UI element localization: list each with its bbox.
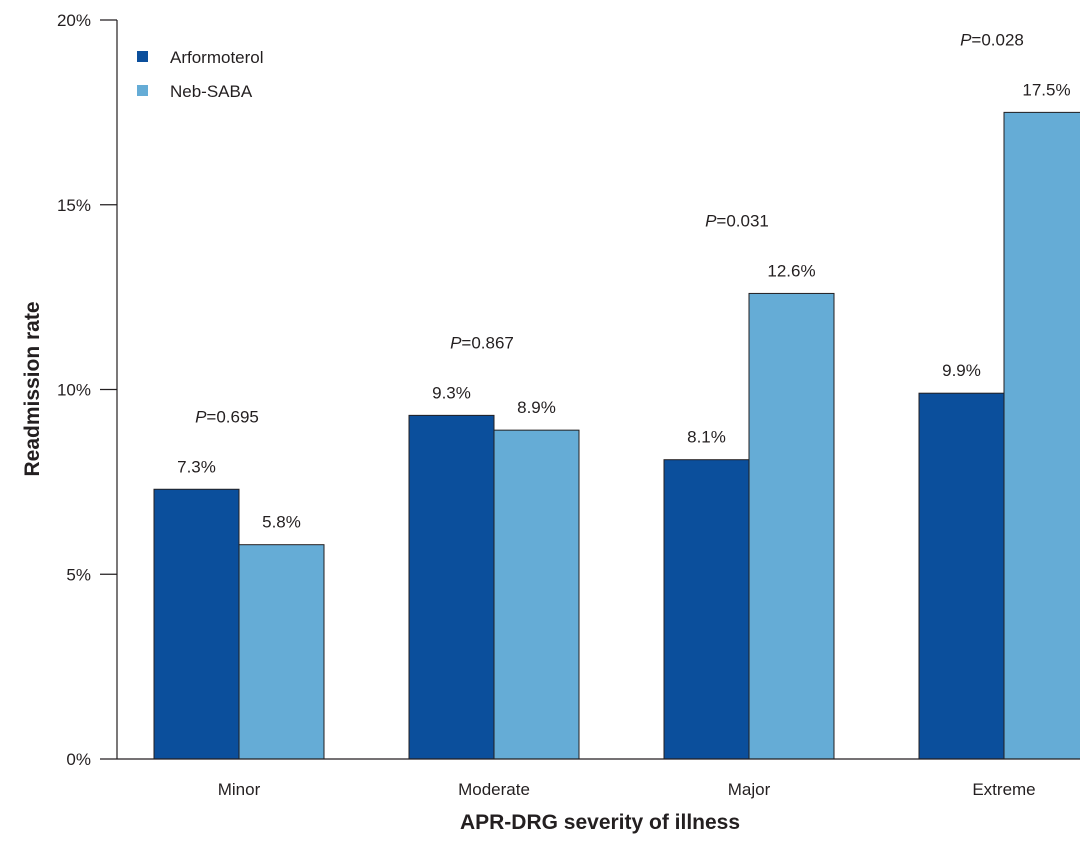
bars xyxy=(153,111,1080,760)
legend-swatch-arformoterol xyxy=(137,51,148,62)
legend-label-arformoterol: Arformoterol xyxy=(170,48,264,67)
value-labels: 7.3% 5.8% 9.3% 8.9% 8.1% 12.6% 9.9% 17.5% xyxy=(177,80,1070,531)
legend: Arformoterol Neb-SABA xyxy=(137,48,264,101)
p-value-label: P=0.867 xyxy=(450,333,514,352)
bar-arformoterol-major xyxy=(663,459,750,760)
value-label: 9.3% xyxy=(432,383,471,402)
y-tick-label: 10% xyxy=(57,381,91,400)
value-label: 17.5% xyxy=(1022,80,1070,99)
bar-arformoterol-moderate xyxy=(408,414,495,760)
bar-neb-saba-minor xyxy=(238,544,325,760)
value-label: 8.9% xyxy=(517,398,556,417)
y-tick-label: 0% xyxy=(66,750,91,769)
x-tick-label: Minor xyxy=(218,780,261,799)
y-tick-label: 5% xyxy=(66,565,91,584)
bar-neb-saba-moderate xyxy=(493,429,580,760)
legend-swatch-neb-saba xyxy=(137,85,148,96)
legend-label-neb-saba: Neb-SABA xyxy=(170,82,253,101)
p-value-label: P=0.028 xyxy=(960,30,1024,49)
value-label: 12.6% xyxy=(767,261,815,280)
x-axis: Minor Moderate Major Extreme xyxy=(117,758,1080,799)
value-label: 9.9% xyxy=(942,361,981,380)
x-tick-label: Moderate xyxy=(458,780,530,799)
p-value-label: P=0.695 xyxy=(195,407,259,426)
value-label: 8.1% xyxy=(687,428,726,447)
y-axis: 0% 5% 10% 15% 20% xyxy=(57,11,118,769)
x-tick-label: Extreme xyxy=(972,780,1035,799)
y-axis-title: Readmission rate xyxy=(21,301,44,476)
bar-neb-saba-major xyxy=(748,292,835,760)
value-label: 7.3% xyxy=(177,457,216,476)
y-tick-label: 15% xyxy=(57,196,91,215)
x-axis-title: APR-DRG severity of illness xyxy=(460,811,740,834)
p-value-labels: P=0.695 P=0.867 P=0.031 P=0.028 xyxy=(195,30,1024,426)
bar-neb-saba-extreme xyxy=(1003,111,1080,760)
p-value-label: P=0.031 xyxy=(705,211,769,230)
value-label: 5.8% xyxy=(262,513,301,532)
bar-arformoterol-extreme xyxy=(918,392,1005,760)
bar-arformoterol-minor xyxy=(153,488,240,760)
y-tick-label: 20% xyxy=(57,11,91,30)
x-tick-label: Major xyxy=(728,780,771,799)
